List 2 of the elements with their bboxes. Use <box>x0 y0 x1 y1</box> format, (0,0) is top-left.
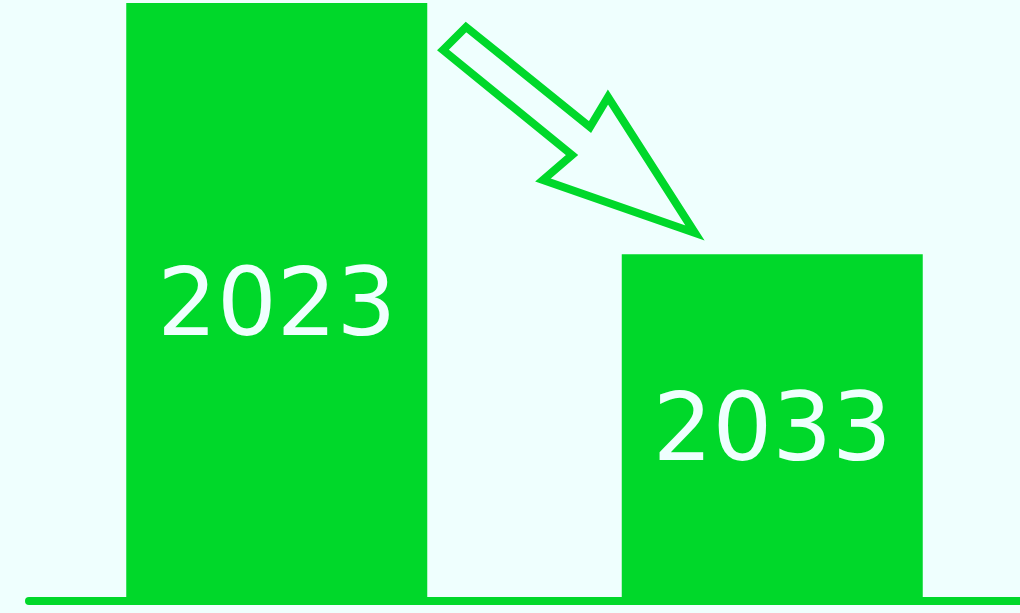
x-tick-label: 2023 <box>157 247 397 357</box>
x-tick-label: 2033 <box>652 373 892 483</box>
